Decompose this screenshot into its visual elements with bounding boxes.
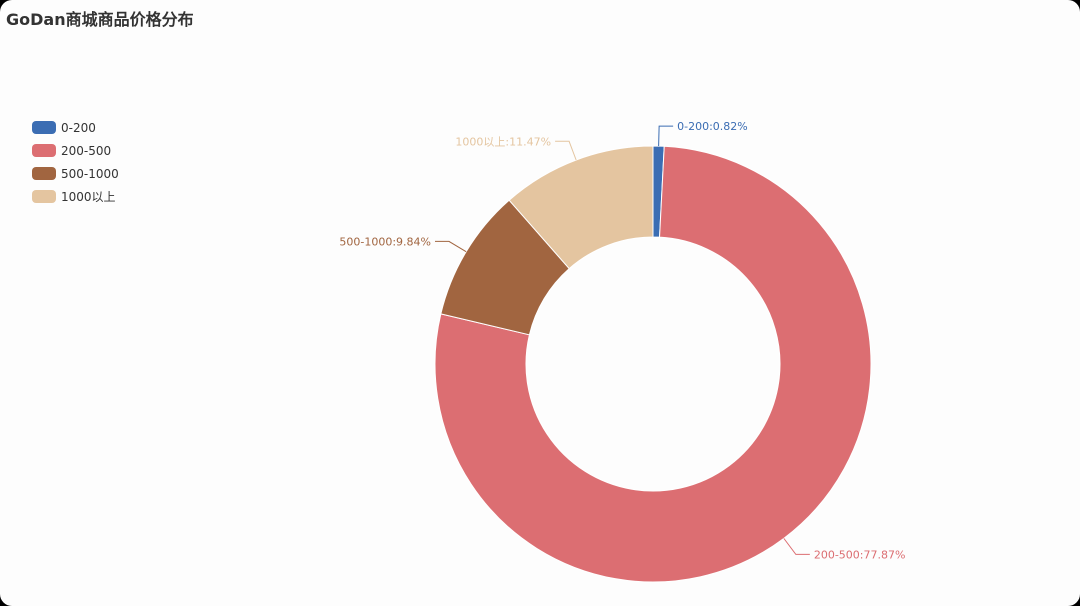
legend-item-1000-plus[interactable]: 1000以上 bbox=[32, 185, 119, 208]
chart-title: GoDan商城商品价格分布 bbox=[6, 10, 194, 29]
legend-item-200-500[interactable]: 200-500 bbox=[32, 139, 119, 162]
legend: 0-200 200-500 500-1000 1000以上 bbox=[32, 116, 119, 208]
pie-slice-1000[interactable] bbox=[508, 145, 654, 270]
legend-swatch bbox=[32, 121, 56, 134]
legend-label: 0-200 bbox=[61, 120, 96, 135]
legend-item-0-200[interactable]: 0-200 bbox=[32, 116, 119, 139]
legend-label: 200-500 bbox=[61, 143, 112, 158]
pie-slice-200-500[interactable] bbox=[434, 145, 872, 583]
legend-swatch bbox=[32, 190, 56, 203]
data-label: 1000以上:11.47% bbox=[455, 135, 551, 148]
legend-label: 500-1000 bbox=[61, 166, 119, 181]
legend-item-500-1000[interactable]: 500-1000 bbox=[32, 162, 119, 185]
legend-swatch bbox=[32, 144, 56, 157]
label-leader-line bbox=[658, 125, 674, 147]
data-label: 0-200:0.82% bbox=[677, 120, 748, 133]
legend-label: 1000以上 bbox=[61, 190, 116, 204]
legend-swatch bbox=[32, 167, 56, 180]
data-label: 500-1000:9.84% bbox=[339, 235, 431, 248]
label-leader-line bbox=[555, 140, 577, 161]
label-leader-line bbox=[783, 538, 810, 555]
label-leader-line bbox=[434, 240, 467, 253]
data-label: 200-500:77.87% bbox=[814, 548, 906, 561]
